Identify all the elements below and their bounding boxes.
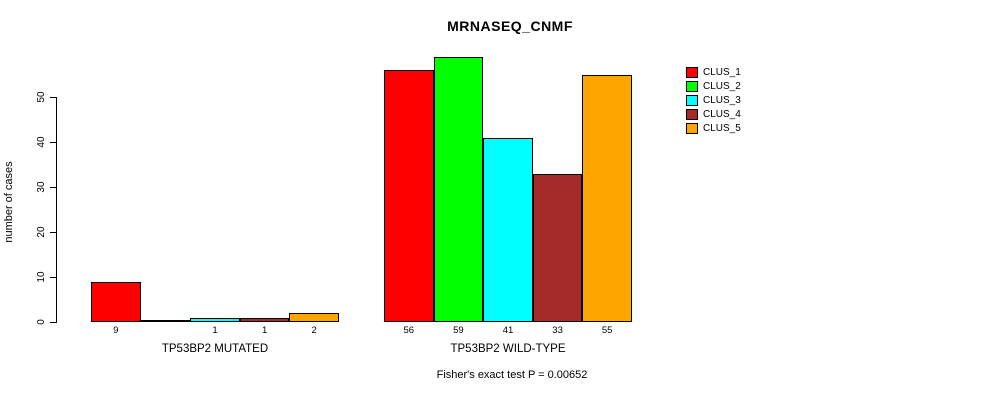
y-tick-mark [50, 277, 57, 278]
footnote: Fisher's exact test P = 0.00652 [436, 369, 588, 381]
legend-label: CLUS_4 [703, 108, 741, 120]
legend-label: CLUS_3 [703, 94, 741, 106]
y-tick-label: 50 [36, 91, 47, 103]
legend-label: CLUS_5 [703, 122, 741, 134]
y-tick-mark [50, 142, 57, 143]
legend-swatch-clus_4 [686, 108, 698, 120]
bar-clus_4 [239, 317, 290, 322]
legend-item-clus_4: CLUS_4 [686, 107, 741, 121]
y-axis-label: number of cases [3, 161, 15, 243]
y-tick-mark [50, 232, 57, 233]
y-axis [56, 97, 57, 323]
y-tick-label: 30 [36, 181, 47, 193]
bar-clus_2 [433, 56, 484, 322]
bar-clus_1 [91, 281, 141, 322]
legend-swatch-clus_5 [686, 122, 698, 134]
bar-value-label: 1 [212, 325, 218, 336]
bar-value-label: 59 [453, 325, 464, 336]
legend-label: CLUS_2 [703, 80, 741, 92]
y-tick-mark [50, 322, 57, 323]
y-tick-label: 20 [36, 226, 47, 238]
bar-clus_2-zero [140, 320, 191, 322]
y-tick-mark [50, 97, 57, 98]
group-label: TP53BP2 WILD-TYPE [450, 343, 566, 355]
legend-swatch-clus_1 [686, 66, 698, 78]
legend-item-clus_5: CLUS_5 [686, 121, 741, 135]
bar-value-label: 2 [311, 325, 317, 336]
bar-value-label: 41 [502, 325, 514, 336]
legend-item-clus_2: CLUS_2 [686, 79, 741, 93]
legend-label: CLUS_1 [703, 66, 741, 78]
bar-value-label: 1 [261, 325, 268, 336]
bar-value-label: 33 [552, 325, 563, 336]
legend-swatch-clus_3 [686, 94, 698, 106]
bar-clus_3 [483, 137, 533, 322]
bar-clus_3 [190, 317, 240, 322]
legend-swatch-clus_2 [686, 80, 698, 92]
y-tick-mark [50, 187, 57, 188]
bar-value-label: 9 [113, 325, 119, 336]
bar-clus_4 [532, 173, 583, 322]
y-tick-label: 40 [36, 136, 47, 148]
legend-item-clus_3: CLUS_3 [686, 93, 741, 107]
group-label: TP53BP2 MUTATED [161, 343, 269, 355]
bar-clus_1 [384, 70, 434, 322]
bar-clus_5 [289, 313, 339, 322]
bar-value-label: 55 [601, 325, 613, 336]
bar-clus_5 [582, 74, 632, 322]
legend-item-clus_1: CLUS_1 [686, 65, 741, 79]
y-tick-label: 0 [36, 319, 47, 325]
chart-title: MRNASEQ_CNMF [447, 18, 573, 34]
bar-value-label: 56 [403, 325, 415, 336]
y-tick-label: 10 [36, 271, 47, 283]
